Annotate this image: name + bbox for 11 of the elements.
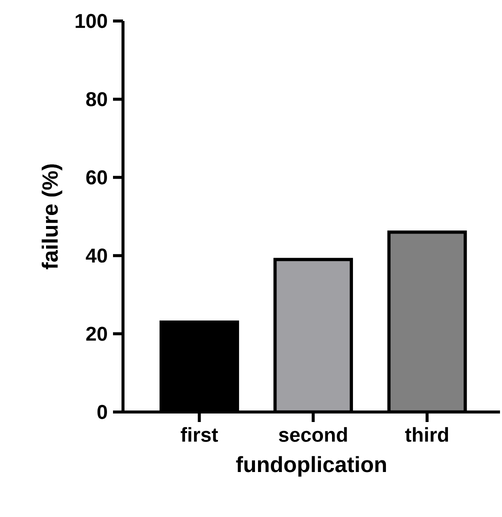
y-tick-label: 20 xyxy=(86,326,107,341)
x-tick-label: first xyxy=(180,427,218,442)
y-tick-label: 0 xyxy=(97,404,107,420)
y-axis-title: failure (%) xyxy=(42,164,62,270)
x-tick-label: third xyxy=(405,427,448,442)
x-axis-title: fundoplication xyxy=(236,456,386,477)
y-tick-label: 80 xyxy=(86,92,107,106)
y-tick-label: 100 xyxy=(76,14,107,28)
y-tick-label: 40 xyxy=(86,248,107,263)
y-tick-label: 60 xyxy=(86,170,107,184)
x-tick-label: second xyxy=(278,427,347,442)
